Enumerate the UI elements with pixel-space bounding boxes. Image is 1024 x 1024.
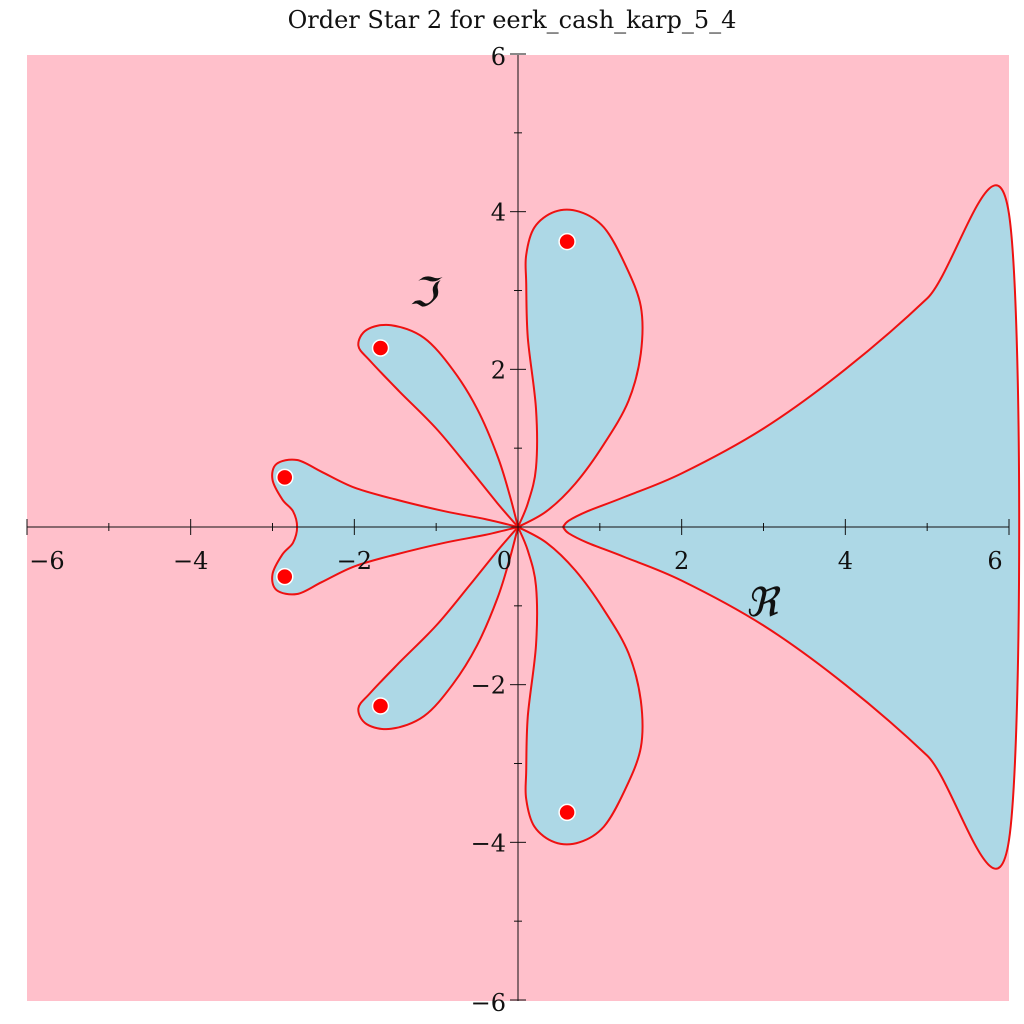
region-lower-petal: [517, 526, 644, 846]
poles-layer: [276, 232, 576, 822]
x-tick-label: −6: [29, 547, 64, 575]
region-upper-petal: [517, 208, 644, 528]
y-tick-label: 6: [491, 43, 506, 71]
pole-marker: [276, 567, 294, 586]
pole-marker: [371, 339, 390, 357]
x-tick-label: −2: [337, 547, 372, 575]
x-tick-label: 0: [497, 547, 512, 575]
y-tick-label: −2: [471, 672, 506, 700]
x-tick-label: −4: [173, 547, 208, 575]
pole-marker: [276, 468, 294, 487]
region-lower-left-petal: [357, 526, 519, 731]
axes-layer: −6 −4 −2 0 2 4 6 −6 −4 −2 2 4 6: [26, 43, 1010, 1017]
x-axis-label: ℜ: [745, 580, 781, 626]
x-tick-label: 4: [838, 547, 853, 575]
y-tick-label: −6: [471, 989, 506, 1017]
x-tick-label: 2: [674, 547, 689, 575]
pole-marker: [558, 232, 576, 251]
y-tick-label: −4: [471, 829, 506, 857]
y-tick-label: 4: [491, 199, 506, 227]
y-tick-label: 2: [491, 356, 506, 384]
x-tick-label: 6: [987, 547, 1002, 575]
pole-marker: [558, 803, 576, 822]
region-upper-left-petal: [357, 323, 519, 528]
chart-title: Order Star 2 for eerk_cash_karp_5_4: [287, 6, 737, 34]
pole-marker: [371, 697, 390, 715]
